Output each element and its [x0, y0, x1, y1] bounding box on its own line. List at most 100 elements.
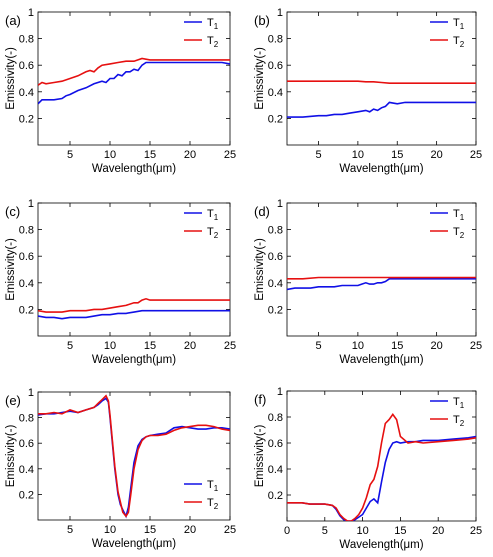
panel-label: (a) — [5, 13, 21, 28]
x-tick-label: 20 — [431, 149, 443, 161]
y-tick-label: 0.2 — [268, 304, 283, 316]
y-tick-label: 0.4 — [19, 87, 34, 99]
y-tick-label: 0.4 — [268, 87, 283, 99]
legend-entry-t2: T2 — [453, 35, 465, 49]
y-tick-label: 0.6 — [19, 251, 34, 263]
legend-subscript: 1 — [214, 22, 219, 31]
legend-entry-t2: T2 — [453, 414, 465, 428]
y-tick-label: 1 — [277, 7, 283, 19]
x-tick-label: 25 — [224, 524, 236, 536]
x-tick-label: 20 — [431, 340, 443, 352]
y-tick-label: 1 — [28, 7, 34, 19]
legend-subscript: 2 — [214, 231, 219, 240]
series-line-t1 — [287, 101, 476, 118]
x-tick-label: 5 — [67, 149, 73, 161]
x-tick-label: 10 — [352, 149, 364, 161]
y-axis-label: Emissivity(-) — [254, 47, 266, 110]
legend-entry-t2: T2 — [207, 35, 219, 49]
y-tick-label: 1 — [28, 198, 34, 210]
y-tick-label: 0.6 — [268, 60, 283, 72]
series-line-t1 — [38, 397, 230, 519]
y-tick-label: 1 — [28, 387, 34, 399]
x-tick-label: 0 — [284, 525, 290, 537]
x-tick-label: 20 — [432, 525, 444, 537]
y-tick-label: 0.2 — [19, 113, 34, 125]
x-tick-label: 10 — [104, 149, 116, 161]
panel-1: 5 10 15 20 25 0.2 0.4 0.6 0.8 1 Wavelength(μm) Emis… — [254, 7, 482, 175]
y-tick-label: 0.8 — [19, 225, 34, 237]
panel-2: 5 10 15 20 25 0.2 0.4 0.6 0.8 1 Wavelength(μm) Emis… — [5, 198, 236, 366]
legend-entry-t2: T2 — [453, 226, 465, 240]
legend-name: T — [453, 396, 460, 408]
x-tick-label: 15 — [394, 525, 406, 537]
legend-subscript: 2 — [214, 502, 219, 511]
series-line-t2 — [38, 297, 230, 313]
y-tick-label: 0.6 — [19, 438, 34, 450]
x-axis-label: Wavelength(μm) — [339, 539, 423, 551]
panel-label: (c) — [5, 204, 20, 219]
x-tick-label: 15 — [144, 340, 156, 352]
x-tick-label: 25 — [470, 525, 482, 537]
x-tick-label: 25 — [224, 340, 236, 352]
panel-label: (b) — [254, 13, 270, 28]
legend-name: T — [207, 35, 214, 47]
series-line-t1 — [287, 435, 476, 521]
legend-entry-t1: T1 — [207, 208, 219, 222]
x-tick-label: 15 — [144, 149, 156, 161]
y-tick-label: 0.4 — [268, 464, 283, 476]
legend-subscript: 2 — [460, 419, 465, 428]
series-line-t1 — [38, 309, 230, 320]
series-line-t1 — [38, 61, 230, 105]
y-axis-label: Emissivity(-) — [5, 238, 17, 301]
y-tick-label: 0.8 — [268, 34, 283, 46]
series-line-t2 — [287, 80, 476, 84]
legend-subscript: 1 — [214, 484, 219, 493]
legend-subscript: 2 — [214, 40, 219, 49]
plot-frame — [286, 390, 477, 522]
y-tick-label: 0.2 — [19, 304, 34, 316]
x-axis-label: Wavelength(μm) — [92, 538, 176, 550]
y-axis-label: Emissivity(-) — [254, 425, 266, 488]
series-line-t2 — [38, 394, 230, 518]
panel-4: 5 10 15 20 25 0.2 0.4 0.6 0.8 1 Wavelength(μm) Emis… — [5, 387, 236, 550]
y-tick-label: 0.8 — [19, 413, 34, 425]
legend-subscript: 1 — [214, 213, 219, 222]
y-tick-label: 1 — [277, 198, 283, 210]
legend-name: T — [453, 208, 460, 220]
legend-subscript: 1 — [460, 22, 465, 31]
legend-name: T — [207, 226, 214, 238]
plot-frame — [37, 11, 231, 146]
y-tick-label: 0.4 — [19, 464, 34, 476]
legend-entry-t2: T2 — [207, 497, 219, 511]
y-axis-label: Emissivity(-) — [254, 238, 266, 301]
x-tick-label: 5 — [67, 524, 73, 536]
legend-entry-t1: T1 — [207, 479, 219, 493]
x-tick-label: 10 — [352, 340, 364, 352]
y-axis-label: Emissivity(-) — [5, 47, 17, 110]
plot-frame — [286, 202, 477, 337]
legend-entry-t1: T1 — [453, 17, 465, 31]
x-tick-label: 15 — [391, 340, 403, 352]
y-tick-label: 0.4 — [268, 278, 283, 290]
x-tick-label: 5 — [322, 525, 328, 537]
y-tick-label: 0.6 — [268, 438, 283, 450]
series-line-t2 — [38, 57, 230, 86]
y-tick-label: 0.6 — [19, 60, 34, 72]
y-tick-label: 1 — [277, 386, 283, 398]
legend-subscript: 1 — [460, 213, 465, 222]
y-tick-label: 0.8 — [19, 34, 34, 46]
legend-name: T — [207, 17, 214, 29]
series-line-t2 — [287, 413, 476, 521]
y-tick-label: 0.6 — [268, 251, 283, 263]
panel-label: (d) — [254, 204, 270, 219]
y-tick-label: 0.2 — [268, 113, 283, 125]
y-axis-label: Emissivity(-) — [5, 425, 17, 488]
x-axis-label: Wavelength(μm) — [339, 354, 423, 366]
legend-name: T — [453, 35, 460, 47]
y-tick-label: 0.8 — [268, 225, 283, 237]
legend-name: T — [453, 414, 460, 426]
y-tick-label: 0.8 — [268, 412, 283, 424]
x-axis-label: Wavelength(μm) — [92, 163, 176, 175]
panel-label: (e) — [5, 393, 21, 408]
